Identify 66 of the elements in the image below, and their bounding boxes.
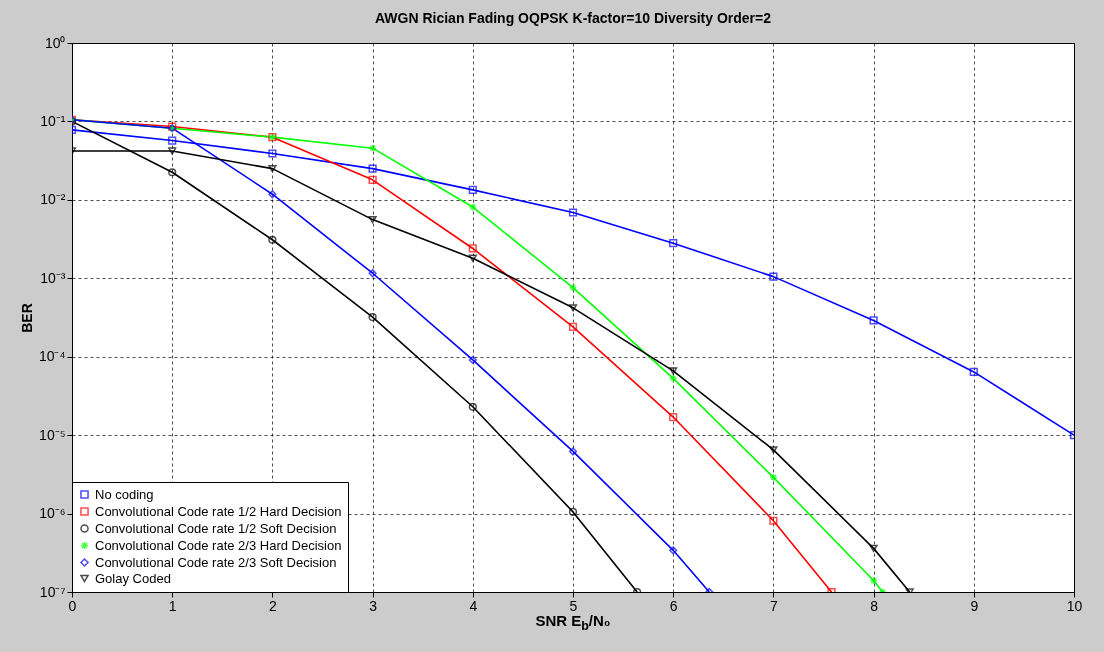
- x-tick-label: 4: [469, 597, 478, 614]
- y-axis-title: BER: [18, 303, 35, 333]
- chart-title: AWGN Rician Fading OQPSK K-factor=10 Diversity Order=2: [375, 10, 772, 26]
- x-tick-label: 3: [369, 597, 378, 614]
- x-axis-title: SNR E$_{b}$/N₀: [534, 612, 612, 633]
- x-tick-label: 2: [269, 597, 277, 614]
- point: [669, 546, 678, 555]
- point: [368, 215, 377, 224]
- legend-label: Convolutional Code rate 2/3 Hard Decision: [95, 537, 342, 553]
- y-tick-label: 10⁻⁷: [39, 583, 66, 600]
- point: [468, 202, 477, 212]
- point: [268, 190, 277, 199]
- x-tick-label: 7: [770, 597, 778, 614]
- point: [568, 322, 578, 331]
- x-tick-label: 5: [569, 597, 578, 614]
- point: [568, 283, 578, 292]
- point: [969, 367, 978, 377]
- point: [769, 516, 778, 525]
- y-tick-label: 10⁻²: [40, 191, 66, 208]
- point: [168, 168, 177, 177]
- legend-label: Convolutional Code rate 1/2 Soft Decision: [95, 520, 337, 536]
- point: [468, 355, 477, 365]
- point: [368, 175, 377, 184]
- point: [568, 208, 578, 217]
- point: [869, 316, 878, 325]
- y-tick-label: 10⁻⁶: [39, 505, 66, 522]
- point: [468, 254, 477, 262]
- point: [268, 235, 277, 244]
- point: [268, 149, 277, 158]
- y-tick-label: 10⁻⁵: [39, 426, 66, 443]
- point: [468, 244, 477, 253]
- point: [669, 412, 678, 422]
- point: [869, 544, 878, 553]
- point: [268, 164, 277, 173]
- x-tick-label: 0: [68, 597, 77, 614]
- legend-label: Golay Coded: [95, 570, 171, 586]
- x-tick-label: 8: [870, 597, 879, 614]
- point: [568, 447, 578, 456]
- point: [669, 367, 678, 375]
- point: [368, 164, 377, 173]
- point: [769, 473, 778, 482]
- x-tick-label: 10: [1066, 597, 1083, 614]
- point: [168, 147, 177, 155]
- legend-label: Convolutional Code rate 2/3 Soft Decision: [95, 554, 337, 570]
- point: [368, 313, 377, 322]
- point: [168, 136, 177, 145]
- point: [769, 446, 778, 454]
- x-tick-label: 1: [168, 597, 177, 614]
- point: [769, 272, 778, 281]
- point: [468, 402, 477, 411]
- x-tick-label: 6: [669, 597, 678, 614]
- y-tick-label: 10⁻⁴: [38, 348, 66, 365]
- point: [869, 576, 878, 585]
- legend-label: No coding: [95, 486, 154, 502]
- point: [669, 239, 678, 248]
- point: [468, 185, 477, 194]
- y-tick-label: 10⁰: [44, 34, 66, 51]
- x-tick-label: 9: [970, 597, 979, 614]
- y-tick-label: 10⁻¹: [40, 112, 66, 129]
- point: [568, 304, 578, 312]
- point: [368, 144, 377, 153]
- point: [669, 374, 678, 383]
- point: [568, 507, 578, 517]
- point: [368, 269, 377, 278]
- legend-label: Convolutional Code rate 1/2 Hard Decision: [95, 503, 342, 519]
- y-tick-label: 10⁻³: [40, 269, 66, 286]
